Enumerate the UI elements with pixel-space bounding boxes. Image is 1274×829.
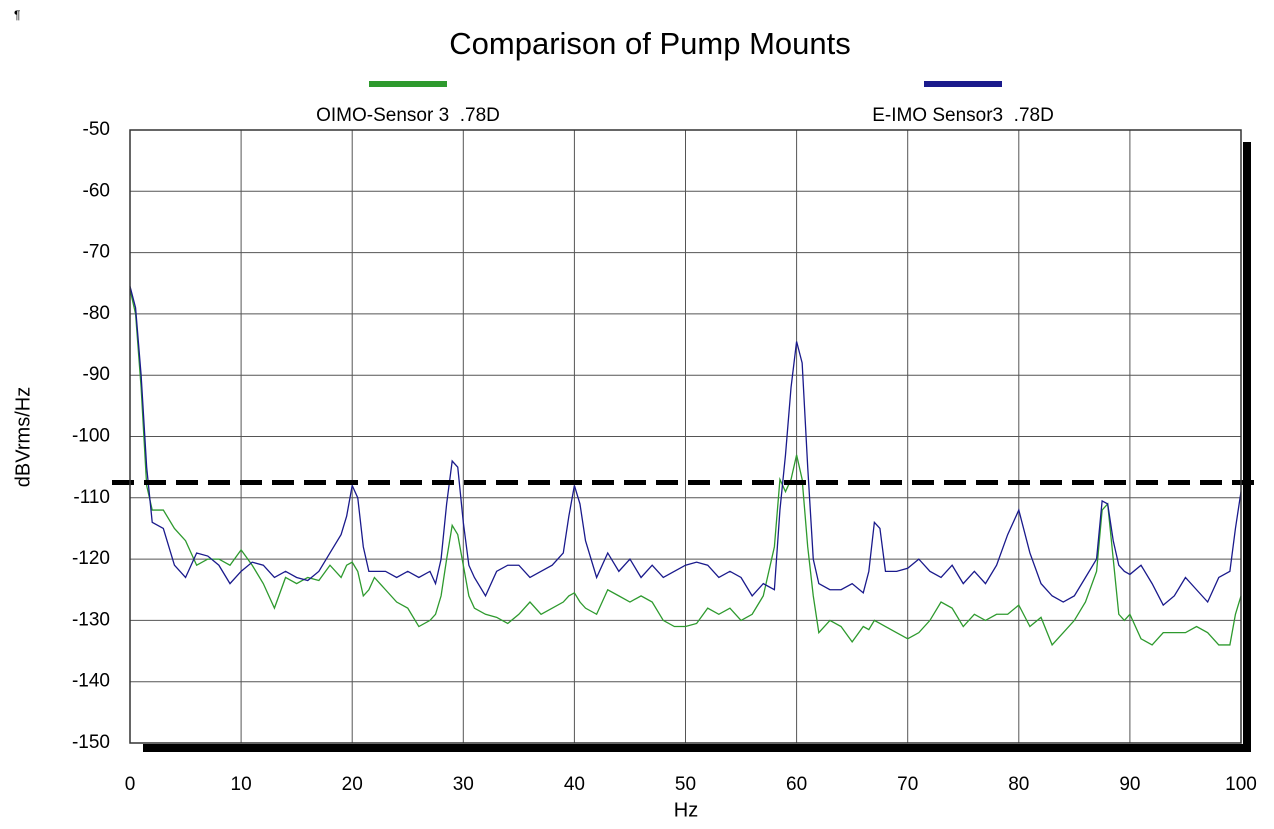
chart-title: Comparison of Pump Mounts (449, 26, 850, 61)
plot-border (129, 129, 1242, 744)
legend-label: OIMO-Sensor 3 .78D (316, 105, 500, 126)
y-axis-label: dBVrms/Hz (12, 387, 34, 487)
y-tick-label: -110 (73, 487, 110, 508)
corner-mark: ¶ (14, 8, 20, 22)
x-tick-label: 30 (453, 774, 474, 795)
y-tick-label: -80 (83, 303, 110, 324)
x-axis-label: Hz (674, 799, 698, 821)
x-tick-label: 50 (675, 774, 696, 795)
y-tick-label: -140 (72, 671, 110, 692)
legend-label: E-IMO Sensor3 .78D (872, 105, 1054, 126)
x-tick-label: 100 (1225, 774, 1257, 795)
x-tick-label: 20 (342, 774, 363, 795)
x-tick-label: 80 (1008, 774, 1029, 795)
y-tick-label: -50 (83, 119, 110, 140)
plot-lines (112, 286, 1255, 647)
x-tick-label: 60 (786, 774, 807, 795)
y-tick-label: -90 (83, 364, 110, 385)
y-tick-label: -100 (72, 426, 110, 447)
legend: OIMO-Sensor 3 .78D E-IMO Sensor3 .78D (316, 81, 1054, 126)
y-tick-label: -70 (83, 242, 110, 263)
x-tick-label: 10 (231, 774, 252, 795)
x-tick-label: 90 (1119, 774, 1140, 795)
x-tick-label: 70 (897, 774, 918, 795)
grid (129, 129, 1242, 744)
series-line (129, 289, 1242, 647)
series-line (129, 286, 1242, 607)
y-tick-label: -60 (83, 180, 110, 201)
y-tick-label: -120 (72, 548, 110, 569)
y-tick-label: -150 (72, 732, 110, 753)
y-tick-label: -130 (72, 609, 110, 630)
x-tick-label: 40 (564, 774, 585, 795)
x-tick-label: 0 (125, 774, 136, 795)
